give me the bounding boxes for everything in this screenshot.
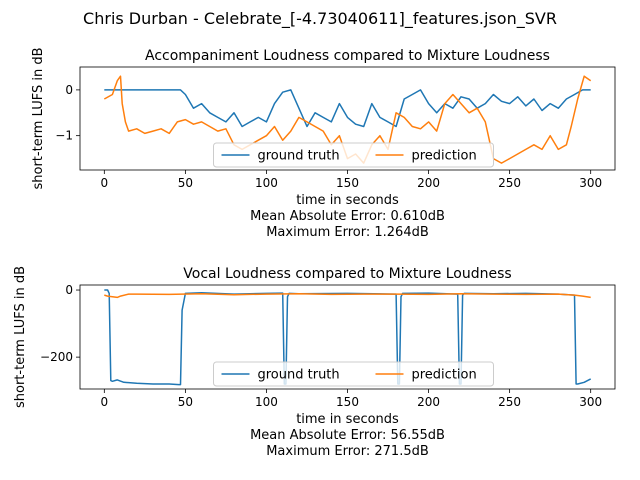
y-tick-label: −1 xyxy=(55,129,73,143)
series-line-prediction xyxy=(103,75,592,164)
legend: ground truth prediction xyxy=(213,142,494,168)
figure-suptitle: Chris Durban - Celebrate_[-4.73040611]_f… xyxy=(83,9,557,29)
x-tick-label: 50 xyxy=(178,176,193,190)
x-tick-label: 0 xyxy=(100,176,108,190)
plot-frame xyxy=(79,284,616,390)
x-tick-label: 200 xyxy=(417,176,440,190)
plot-frame xyxy=(79,66,616,171)
series-line-ground-truth xyxy=(104,89,591,128)
legend-label: prediction xyxy=(412,368,477,383)
x-tick-label: 300 xyxy=(579,395,602,409)
legend-label: ground truth xyxy=(258,149,340,164)
x-tick-label: 0 xyxy=(100,395,108,409)
legend-label: ground truth xyxy=(258,368,340,383)
x-axis-label: time in seconds xyxy=(296,193,399,208)
legend-box xyxy=(213,361,494,387)
y-axis-label: short-term LUFS in dB xyxy=(13,266,28,408)
error-metric-line: Mean Absolute Error: 56.55dB xyxy=(250,428,445,443)
legend: ground truth prediction xyxy=(213,361,494,387)
x-tick-label: 200 xyxy=(417,395,440,409)
x-tick-label: 50 xyxy=(178,395,193,409)
x-tick-label: 100 xyxy=(255,395,278,409)
subplot-2: Vocal Loudness compared to Mixture Loudn… xyxy=(13,266,616,459)
subplot-title: Vocal Loudness compared to Mixture Loudn… xyxy=(183,266,511,282)
x-tick-label: 300 xyxy=(579,176,602,190)
legend-label: prediction xyxy=(412,149,477,164)
x-tick-label: 150 xyxy=(336,395,359,409)
x-tick-label: 250 xyxy=(498,176,521,190)
error-metric-line: Maximum Error: 1.264dB xyxy=(266,225,429,240)
y-axis-label: short-term LUFS in dB xyxy=(31,47,46,189)
x-tick-label: 100 xyxy=(255,176,278,190)
subplot-1: Accompaniment Loudness compared to Mixtu… xyxy=(31,47,616,240)
y-tick-label: 0 xyxy=(65,283,73,297)
subplot-title: Accompaniment Loudness compared to Mixtu… xyxy=(145,48,550,64)
series-line-prediction xyxy=(104,292,591,299)
y-tick-label: 0 xyxy=(65,83,73,97)
legend-box xyxy=(213,142,494,168)
x-tick-label: 250 xyxy=(498,395,521,409)
x-axis-label: time in seconds xyxy=(296,412,399,427)
x-tick-label: 150 xyxy=(336,176,359,190)
error-metric-line: Maximum Error: 271.5dB xyxy=(266,444,429,459)
error-metric-line: Mean Absolute Error: 0.610dB xyxy=(250,209,445,224)
y-tick-label: −200 xyxy=(40,350,73,364)
